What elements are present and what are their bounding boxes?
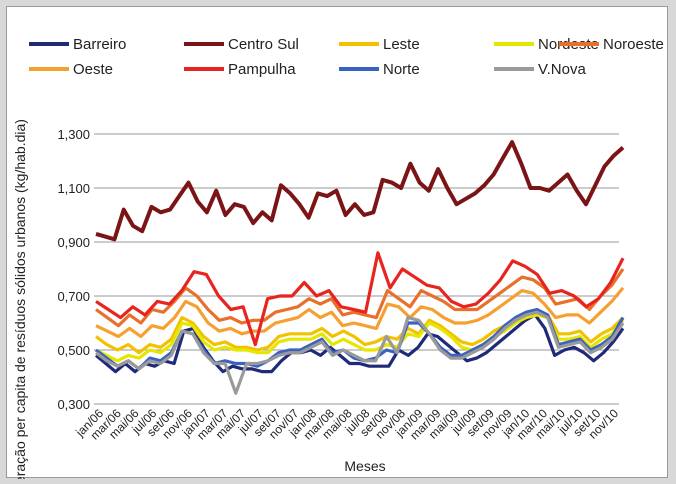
x-axis-title: Meses bbox=[344, 458, 385, 474]
legend-label: Barreiro bbox=[73, 36, 126, 53]
y-tick-label: 1,300 bbox=[57, 127, 90, 142]
series-line-nordeste bbox=[95, 313, 625, 363]
series-line-v-nova bbox=[95, 310, 625, 395]
legend-label: Pampulha bbox=[228, 61, 296, 78]
legend-label: V.Nova bbox=[538, 61, 586, 78]
series-line-pampulha bbox=[95, 251, 625, 347]
series-group bbox=[94, 140, 625, 395]
series-line-centro-sul bbox=[95, 140, 625, 242]
legend-label: Norte bbox=[383, 61, 420, 78]
y-axis-ticks: 0,300 0,500 0,700 0,900 1,100 1,300 bbox=[57, 127, 90, 412]
y-tick-label: 0,700 bbox=[57, 289, 90, 304]
series-line-oeste bbox=[95, 286, 625, 339]
y-tick-label: 0,500 bbox=[57, 343, 90, 358]
x-axis-ticks: jan/06mar/06mai/06jul/06set/06nov/06jan/… bbox=[72, 406, 621, 443]
legend-label: Noroeste bbox=[603, 36, 664, 53]
y-tick-label: 0,900 bbox=[57, 235, 90, 250]
legend-label: Oeste bbox=[73, 61, 113, 78]
legend-label: Leste bbox=[383, 36, 420, 53]
legend-label: Centro Sul bbox=[228, 36, 299, 53]
gridlines bbox=[94, 133, 619, 405]
y-axis-title: Geração per capita de resíduos sólidos u… bbox=[12, 119, 28, 479]
y-tick-label: 1,100 bbox=[57, 181, 90, 196]
y-tick-label: 0,300 bbox=[57, 397, 90, 412]
